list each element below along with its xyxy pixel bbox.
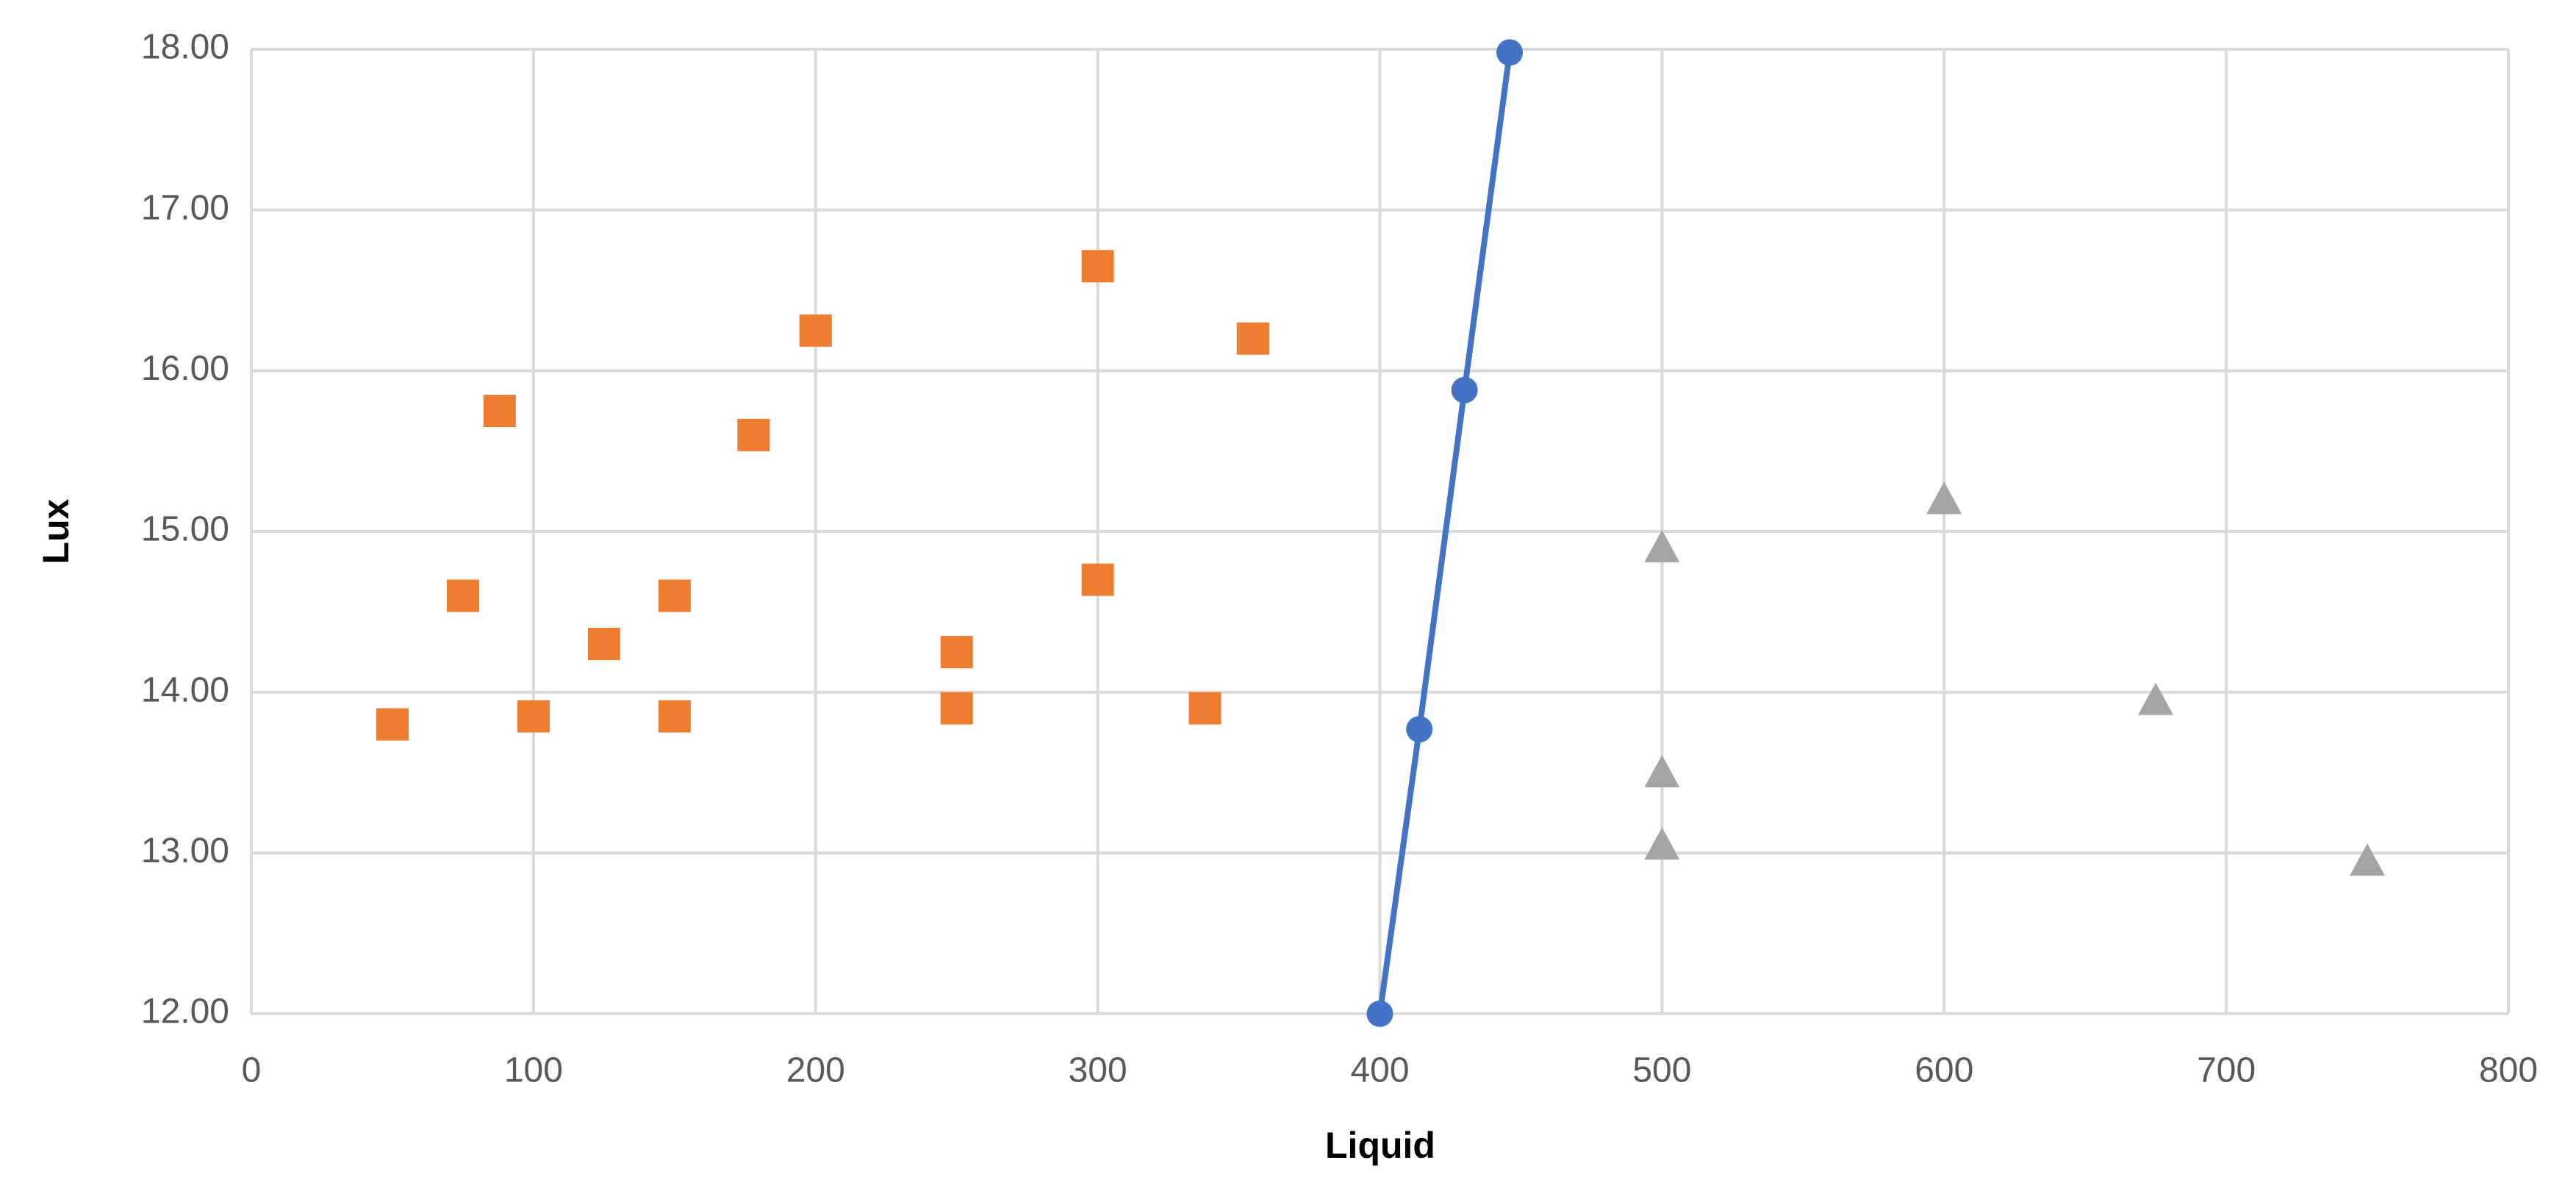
- x-tick-label: 100: [504, 1051, 563, 1090]
- x-tick-label: 600: [1915, 1051, 1973, 1090]
- point: [1366, 1001, 1393, 1027]
- point: [376, 708, 409, 741]
- point: [1451, 376, 1478, 404]
- point: [1081, 250, 1114, 283]
- point: [2138, 682, 2174, 715]
- point: [799, 314, 832, 347]
- point: [1188, 692, 1221, 725]
- y-tick-label: 12.00: [141, 992, 229, 1031]
- point: [1644, 827, 1680, 860]
- x-tick-label: 0: [242, 1051, 262, 1090]
- point: [940, 692, 973, 725]
- point: [587, 628, 620, 661]
- point: [1236, 322, 1269, 355]
- point: [483, 395, 516, 427]
- y-tick-label: 16.00: [141, 349, 229, 388]
- x-tick-label: 800: [2479, 1051, 2538, 1090]
- y-tick-label: 18.00: [141, 28, 229, 67]
- point: [1926, 482, 1962, 515]
- point: [517, 700, 550, 733]
- y-tick-label: 14.00: [141, 670, 229, 709]
- x-axis-title: Liquid: [1325, 1125, 1435, 1166]
- point: [1644, 529, 1680, 562]
- point: [658, 700, 691, 733]
- point: [940, 636, 973, 668]
- point: [1406, 715, 1433, 742]
- point: [1496, 39, 1524, 66]
- x-tick-label: 200: [786, 1051, 845, 1090]
- point: [2350, 843, 2386, 876]
- x-tick-label: 300: [1069, 1051, 1127, 1090]
- point: [658, 579, 691, 612]
- point: [1644, 755, 1680, 787]
- x-tick-label: 700: [2197, 1051, 2256, 1090]
- point: [1081, 563, 1114, 596]
- y-axis-title: Lux: [35, 498, 76, 564]
- x-tick-label: 500: [1632, 1051, 1691, 1090]
- point: [446, 579, 479, 612]
- series-line: [1377, 51, 1513, 1014]
- point: [737, 418, 770, 451]
- y-tick-label: 17.00: [141, 188, 229, 227]
- y-tick-label: 13.00: [141, 831, 229, 870]
- x-tick-label: 400: [1350, 1051, 1409, 1090]
- y-tick-label: 15.00: [141, 510, 229, 549]
